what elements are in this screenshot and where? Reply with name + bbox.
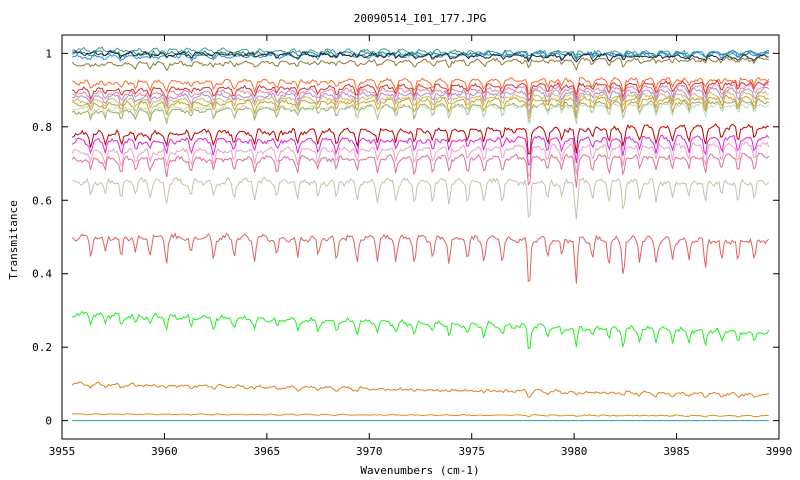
y-tick-label: 0.4 — [32, 268, 52, 281]
y-axis-title: Transmitance — [7, 200, 20, 279]
spectrum-series-line — [72, 79, 770, 102]
x-tick-label: 3960 — [151, 445, 178, 458]
y-tick-label: 0.8 — [32, 121, 52, 134]
x-tick-label: 3970 — [356, 445, 383, 458]
spectrum-series-line — [71, 56, 769, 72]
y-tick-label: 0 — [45, 415, 52, 428]
spectrum-series-line — [72, 413, 769, 418]
spectrum-series-line — [72, 76, 770, 96]
spectrum-series-line — [72, 94, 769, 121]
spectrum-series-line — [72, 83, 769, 108]
spectrum-series-line — [72, 49, 769, 60]
chart-title: 20090514_I01_177.JPG — [354, 12, 486, 25]
x-tick-label: 3985 — [663, 445, 690, 458]
x-tick-label: 3955 — [49, 445, 76, 458]
spectrum-series-line — [71, 141, 770, 178]
x-tick-label: 3965 — [254, 445, 281, 458]
spectrum-series-line — [71, 310, 770, 350]
series-layer — [71, 46, 770, 422]
x-axis-ticks: 3955 3960 3965 3970 3975 3980 3985 3990 — [49, 35, 793, 458]
y-tick-label: 0.6 — [32, 194, 52, 207]
spectrum-series-line — [72, 86, 770, 114]
spectrum-series-line — [72, 101, 770, 124]
spectrum-series-line — [72, 176, 770, 220]
spectrum-series-line — [72, 50, 769, 63]
plot-frame — [61, 34, 780, 440]
spectrum-series-line — [72, 123, 769, 155]
x-tick-label: 3990 — [766, 445, 793, 458]
y-axis-ticks: 0 0.2 0.4 0.6 0.8 1 — [32, 47, 779, 428]
spectrum-series-line — [71, 381, 769, 399]
y-tick-label: 0.2 — [32, 341, 52, 354]
x-axis-title: Wavenumbers (cm-1) — [360, 464, 479, 477]
spectrum-series-line — [72, 134, 770, 166]
spectrum-series-line — [71, 152, 770, 188]
x-tick-label: 3980 — [561, 445, 588, 458]
x-tick-label: 3975 — [458, 445, 485, 458]
y-tick-label: 1 — [45, 47, 52, 60]
spectrum-series-line — [71, 232, 770, 284]
